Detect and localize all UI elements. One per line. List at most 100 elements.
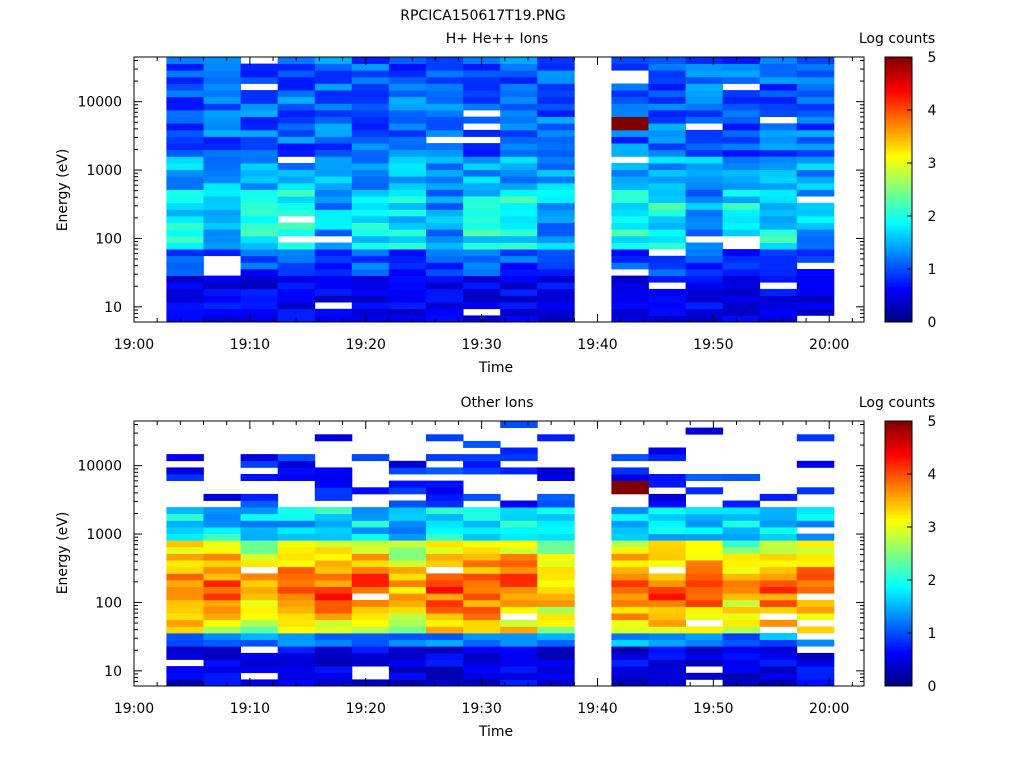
heatmap-cell — [722, 474, 761, 481]
heatmap-cell — [796, 659, 835, 667]
heatmap-cell — [463, 288, 501, 296]
y-tick-label: 1000 — [86, 163, 122, 179]
heatmap-cell — [759, 302, 798, 310]
heatmap-cell — [759, 70, 798, 78]
colorbar-swatch — [885, 242, 912, 246]
heatmap-cell — [426, 493, 464, 501]
heatmap-cell — [277, 76, 316, 84]
heatmap-cell — [277, 169, 316, 177]
heatmap-cell — [351, 255, 390, 263]
heatmap-cell — [166, 586, 204, 594]
heatmap-cell — [685, 57, 724, 64]
heatmap-cell — [611, 580, 649, 587]
colorbar-swatch — [885, 271, 912, 274]
colorbar-tick-label: 5 — [928, 50, 937, 66]
heatmap-cell — [500, 580, 538, 587]
heatmap-cell — [796, 96, 835, 104]
colorbar-swatch — [885, 637, 912, 641]
heatmap-cell — [722, 619, 761, 627]
heatmap-cell — [463, 659, 501, 667]
heatmap-cell — [166, 308, 204, 316]
heatmap-cell — [500, 275, 538, 283]
heatmap-cell — [388, 189, 427, 197]
colorbar-tick-label: 0 — [928, 315, 937, 331]
heatmap-cell — [500, 566, 538, 574]
heatmap-cell — [277, 626, 316, 634]
heatmap-cell — [351, 573, 390, 581]
heatmap-cell — [796, 169, 835, 177]
colorbar-swatch — [885, 83, 912, 87]
y-axis-label: Energy (eV) — [55, 149, 71, 232]
heatmap-cell — [277, 149, 316, 157]
heatmap-cell — [463, 129, 501, 137]
heatmap-cell — [500, 639, 538, 647]
heatmap-cell — [463, 275, 501, 283]
heatmap-cell — [463, 156, 501, 164]
heatmap-cell — [500, 454, 538, 462]
heatmap-cell — [388, 63, 427, 71]
heatmap-cell — [796, 156, 835, 164]
heatmap-cell — [240, 308, 279, 316]
colorbar-swatch — [885, 101, 912, 104]
heatmap-cell — [203, 580, 241, 587]
heatmap-cell — [796, 613, 835, 621]
heatmap-cell — [537, 546, 575, 554]
heatmap-cell — [648, 672, 686, 680]
heatmap-cell — [351, 659, 390, 667]
y-axis: 10 100 1000 10000 — [77, 59, 864, 323]
heatmap-cell — [759, 527, 798, 534]
colorbar-swatch — [885, 478, 912, 482]
heatmap-cell — [722, 527, 761, 534]
heatmap-cell — [203, 169, 241, 177]
colorbar-swatch — [885, 469, 912, 473]
heatmap-cell — [611, 189, 649, 197]
heatmap-cell — [685, 249, 724, 257]
heatmap-cell — [537, 533, 575, 541]
colorbar-swatch — [885, 176, 912, 179]
heatmap-cell — [722, 70, 761, 78]
heatmap-cell — [611, 229, 649, 237]
x-tick-label: 19:00 — [114, 701, 154, 717]
colorbar-swatch — [885, 599, 912, 603]
heatmap-cell — [648, 573, 686, 581]
heatmap-cell — [203, 76, 241, 84]
heatmap-cell — [648, 507, 686, 515]
heatmap-cell — [351, 295, 390, 303]
heatmap-cell — [500, 679, 538, 687]
colorbar-swatch — [885, 158, 912, 162]
colorbar-swatch — [885, 286, 912, 290]
colorbar-swatch — [885, 105, 912, 109]
heatmap-cell — [500, 255, 538, 263]
heatmap-cell — [648, 308, 686, 316]
heatmap-cell — [203, 83, 241, 91]
heatmap-cell — [240, 249, 279, 257]
colorbar-swatch — [885, 551, 912, 554]
heatmap-cell — [314, 176, 353, 184]
heatmap-cell — [537, 474, 575, 481]
colorbar-swatch — [885, 496, 912, 499]
colorbar-swatch — [885, 92, 912, 96]
heatmap-cell — [351, 454, 390, 462]
heatmap-cell — [166, 169, 204, 177]
heatmap-cell — [314, 136, 353, 144]
heatmap-cell — [166, 156, 204, 164]
heatmap-cell — [314, 189, 353, 197]
heatmap-cell — [166, 639, 204, 647]
heatmap-cell — [166, 123, 204, 131]
heatmap-cell — [166, 633, 204, 640]
heatmap-cell — [277, 606, 316, 614]
colorbar-swatch — [885, 531, 912, 535]
y-tick-label: 100 — [95, 231, 122, 247]
heatmap-cell — [648, 242, 686, 250]
heatmap-cell — [426, 242, 464, 250]
heatmap-cell — [388, 123, 427, 131]
colorbar-swatch — [885, 438, 912, 442]
heatmap-cell — [166, 315, 204, 323]
heatmap-cell — [388, 242, 427, 250]
heatmap-cell — [388, 487, 427, 495]
heatmap-cell — [796, 652, 835, 660]
panel-h-he-ions: H+ He++ Ions Log counts Energy (eV) Time… — [55, 31, 937, 376]
colorbar-swatch — [885, 295, 912, 299]
heatmap-cell — [388, 626, 427, 634]
heatmap-cell — [277, 533, 316, 541]
